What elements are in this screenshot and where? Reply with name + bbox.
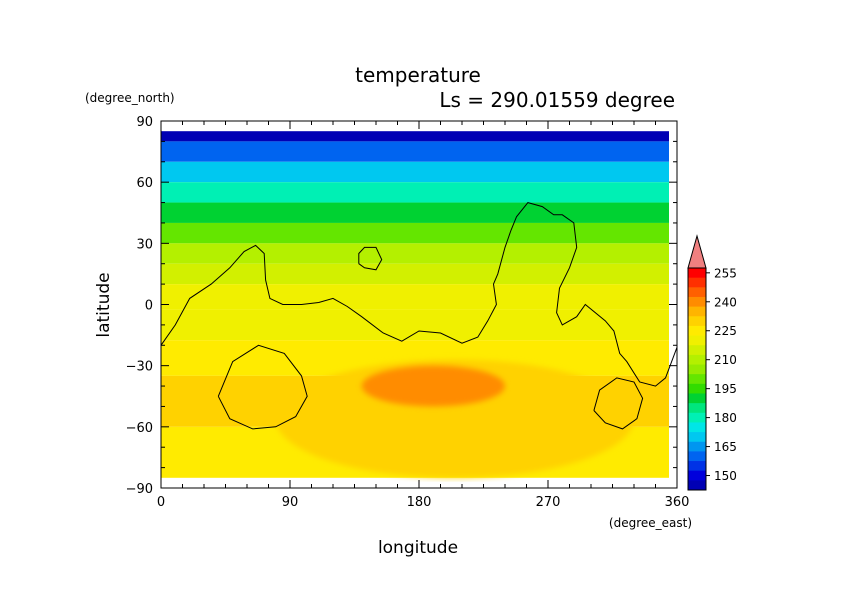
- field-band: [161, 161, 669, 183]
- colorbar-segment: [688, 480, 706, 491]
- chart-subtitle: Ls = 290.01559 degree: [439, 88, 675, 112]
- colorbar-segment: [688, 345, 706, 356]
- contour-line: [160, 202, 678, 387]
- field-band: [161, 141, 669, 162]
- x-tick-label: 180: [407, 495, 432, 510]
- colorbar-segment: [688, 412, 706, 423]
- colorbar-segment: [688, 422, 706, 433]
- field-band: [161, 222, 669, 244]
- y-axis-label: latitude: [94, 272, 114, 337]
- plot-area: [160, 131, 678, 478]
- colorbar-tick-label: 165: [714, 440, 737, 454]
- contour-line: [593, 377, 644, 430]
- contour-line: [217, 344, 308, 430]
- x-tick-label: 0: [157, 495, 165, 510]
- field-band: [161, 202, 669, 223]
- field-band: [161, 131, 669, 142]
- colorbar-segment: [688, 316, 706, 327]
- y-tick-label: −30: [126, 360, 153, 375]
- field-band: [161, 243, 669, 264]
- colorbar-segment: [688, 277, 706, 288]
- axes: 0 90 180 270 360 90 60 30 0 −30 −60 −90: [126, 115, 690, 510]
- y-tick-label: 0: [145, 299, 153, 314]
- y-tick-label: 30: [136, 237, 153, 252]
- colorbar-segment: [688, 354, 706, 366]
- colorbar-extend-arrow: [687, 234, 707, 269]
- warm-region: [361, 365, 505, 407]
- field-band: [161, 284, 669, 310]
- colorbar-segment: [688, 432, 706, 443]
- y-units-label: (degree_north): [85, 91, 175, 105]
- colorbar-tick-label: 255: [714, 266, 737, 280]
- colorbar-segment: [688, 441, 706, 452]
- colorbar: 255 240 225 210 195 180 165 150: [687, 234, 737, 491]
- colorbar-segment: [688, 364, 706, 375]
- colorbar-segment: [688, 461, 706, 472]
- x-units-label: (degree_east): [609, 516, 692, 530]
- colorbar-segment: [688, 470, 706, 481]
- field-band: [161, 263, 669, 285]
- field-band: [161, 309, 669, 341]
- x-tick-label: 360: [665, 495, 690, 510]
- y-tick-label: 90: [136, 115, 153, 130]
- colorbar-tick-label: 150: [714, 469, 737, 483]
- colorbar-segment: [688, 374, 706, 385]
- colorbar-segment: [688, 268, 706, 279]
- y-tick-label: −60: [126, 421, 153, 436]
- contour-line: [358, 246, 383, 271]
- colorbar-segment: [688, 296, 706, 308]
- colorbar-segment: [688, 306, 706, 317]
- colorbar-tick-label: 240: [714, 295, 737, 309]
- x-tick-label: 270: [536, 495, 561, 510]
- y-tick-label: 60: [136, 176, 153, 191]
- field-band: [161, 182, 669, 203]
- x-tick-label: 90: [282, 495, 299, 510]
- colorbar-tick-label: 195: [714, 382, 737, 396]
- colorbar-segment: [688, 403, 706, 414]
- temperature-field: [161, 131, 669, 478]
- colorbar-tick-label: 180: [714, 411, 737, 425]
- colorbar-segment: [688, 287, 706, 298]
- colorbar-segment: [688, 393, 706, 404]
- colorbar-segment: [688, 325, 706, 337]
- colorbar-tick-label: 210: [714, 353, 737, 367]
- colorbar-tick-label: 225: [714, 324, 737, 338]
- colorbar-segment: [688, 451, 706, 462]
- colorbar-segment: [688, 335, 706, 346]
- chart-title: temperature: [355, 63, 481, 87]
- y-tick-label: −90: [126, 482, 153, 497]
- colorbar-segment: [688, 383, 706, 394]
- x-axis-label: longitude: [378, 538, 458, 558]
